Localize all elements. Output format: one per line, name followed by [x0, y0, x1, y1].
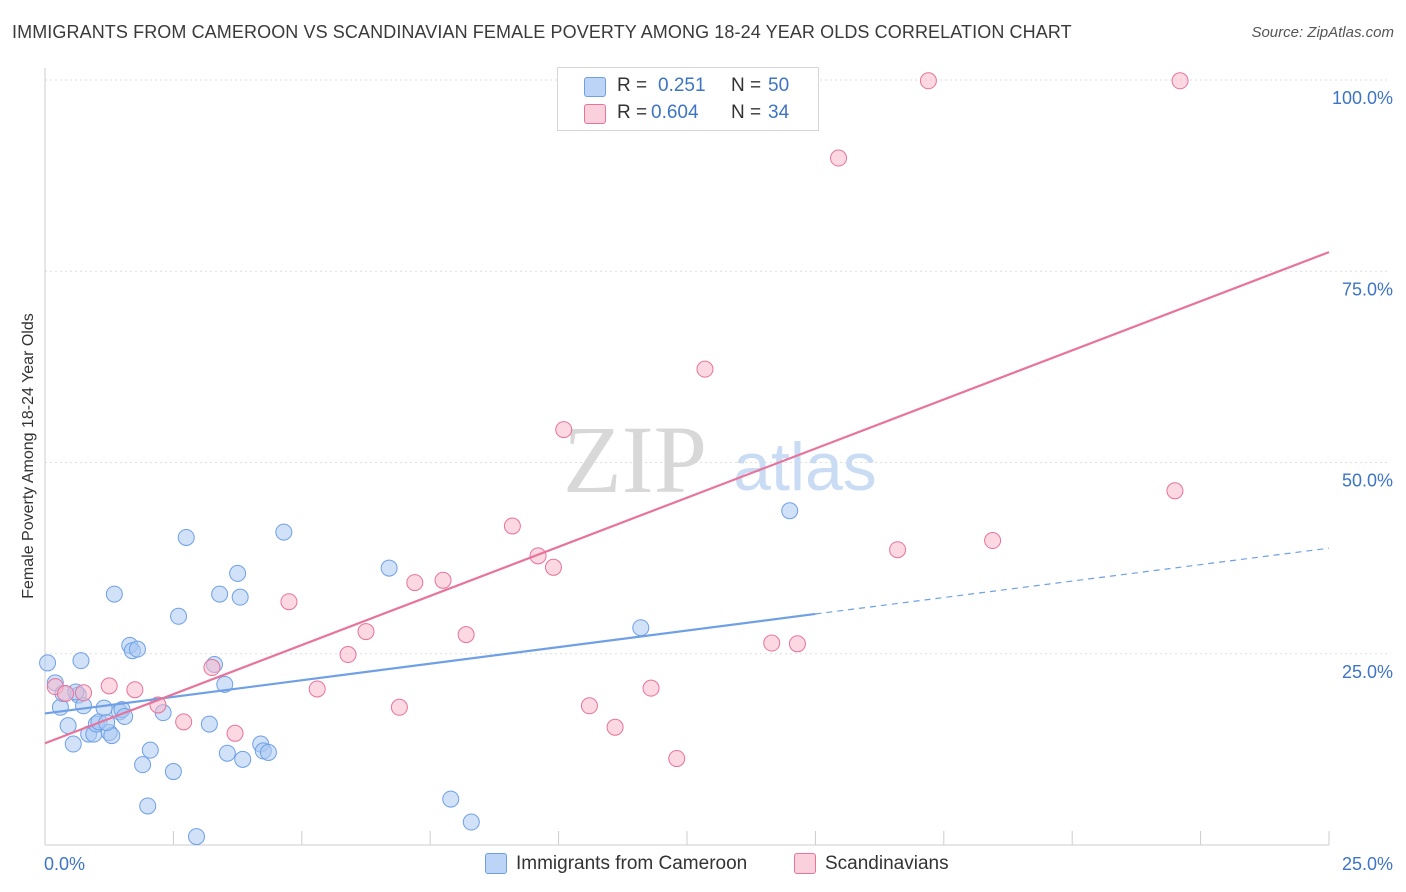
legend-r-label: R = [617, 102, 648, 123]
point-scandinavians [308, 680, 326, 698]
point-scandinavians [696, 360, 714, 378]
y-tick-label: 100.0% [1332, 88, 1393, 108]
point-cameroon [64, 735, 82, 753]
point-scandinavians [457, 626, 475, 644]
bottom-legend-swatch-cameroon [485, 853, 507, 874]
point-scandinavians [919, 72, 937, 90]
legend-r-value: 0.251 [658, 75, 706, 96]
point-cameroon [218, 744, 236, 762]
x-tick-label: 0.0% [44, 854, 85, 874]
point-scandinavians [280, 593, 298, 611]
tick-labels: 25.0% 50.0% 75.0% 100.0% 0.0% 25.0% [44, 88, 1393, 874]
point-cameroon [188, 828, 206, 846]
point-cameroon [229, 564, 247, 582]
y-tick-label: 25.0% [1342, 662, 1393, 682]
point-scandinavians [830, 149, 848, 167]
point-scandinavians [544, 558, 562, 576]
point-scandinavians [357, 623, 375, 641]
point-cameroon [95, 699, 113, 717]
point-scandinavians [606, 718, 624, 736]
correlation-legend: R = 0.251 N = 50 R = 0.604 N = 34 [557, 67, 819, 131]
bottom-legend-label-scandinavians: Scandinavians [825, 853, 949, 874]
point-scandinavians [642, 679, 660, 697]
point-cameroon [216, 675, 234, 693]
point-cameroon [380, 559, 398, 577]
point-scandinavians [126, 681, 144, 699]
point-scandinavians [503, 517, 521, 535]
point-scandinavians [889, 541, 907, 559]
point-cameroon [170, 607, 188, 625]
point-scandinavians [100, 677, 118, 695]
point-cameroon [259, 743, 277, 761]
y-tick-label: 50.0% [1342, 471, 1393, 491]
watermark-zip: ZIP [563, 406, 707, 513]
point-scandinavians [763, 634, 781, 652]
legend-swatch-scandinavians [584, 104, 606, 124]
y-tick-label: 75.0% [1342, 279, 1393, 299]
point-scandinavians [57, 685, 75, 703]
x-tick-label: 25.0% [1342, 854, 1393, 874]
trendlines-layer [44, 251, 1330, 745]
points-layer [39, 72, 1189, 846]
point-cameroon [462, 813, 480, 831]
point-scandinavians [668, 750, 686, 768]
legend-n-value: 50 [768, 75, 790, 96]
point-cameroon [275, 523, 293, 541]
legend-n-value: 34 [768, 102, 790, 123]
point-cameroon [632, 619, 650, 637]
point-scandinavians [175, 713, 193, 731]
point-cameroon [442, 790, 460, 808]
point-scandinavians [434, 571, 452, 589]
point-cameroon [72, 652, 90, 670]
bottom-legend-swatch-scandinavians [794, 853, 816, 874]
trendline-cameroon-extension [815, 547, 1330, 615]
legend-n-label: N = [731, 102, 762, 123]
point-scandinavians [406, 574, 424, 592]
point-scandinavians [580, 697, 598, 715]
point-cameroon [211, 585, 229, 603]
point-scandinavians [203, 659, 221, 677]
point-cameroon [231, 588, 249, 606]
axes [44, 68, 1330, 846]
chart-source: Source: ZipAtlas.com [1251, 24, 1394, 41]
watermark-atlas: atlas [733, 429, 877, 505]
point-scandinavians [390, 698, 408, 716]
legend-swatch-cameroon [584, 77, 606, 97]
point-cameroon [234, 750, 252, 768]
point-cameroon [177, 528, 195, 546]
point-scandinavians [555, 421, 573, 439]
gridlines [45, 79, 1389, 655]
point-scandinavians [788, 635, 806, 653]
trendline-cameroon [44, 612, 816, 715]
point-cameroon [105, 585, 123, 603]
point-cameroon [781, 502, 799, 520]
trendline-scandinavians [44, 251, 1330, 745]
bottom-legend-label-cameroon: Immigrants from Cameroon [516, 853, 748, 874]
point-cameroon [200, 715, 218, 733]
legend-r-value: 0.604 [651, 102, 699, 123]
point-cameroon [139, 797, 157, 815]
point-cameroon [141, 741, 159, 759]
point-scandinavians [226, 724, 244, 742]
chart-title: IMMIGRANTS FROM CAMEROON VS SCANDINAVIAN… [12, 22, 1072, 42]
point-cameroon [134, 756, 152, 774]
point-cameroon [164, 763, 182, 781]
point-scandinavians [1171, 72, 1189, 90]
point-scandinavians [339, 646, 357, 664]
point-cameroon [128, 640, 146, 658]
point-cameroon [39, 654, 57, 672]
watermark: ZIP atlas [563, 406, 877, 513]
point-scandinavians [984, 532, 1002, 550]
point-scandinavians [1166, 482, 1184, 500]
point-scandinavians [75, 684, 93, 702]
legend-r-label: R = [617, 75, 648, 96]
legend-n-label: N = [731, 75, 762, 96]
